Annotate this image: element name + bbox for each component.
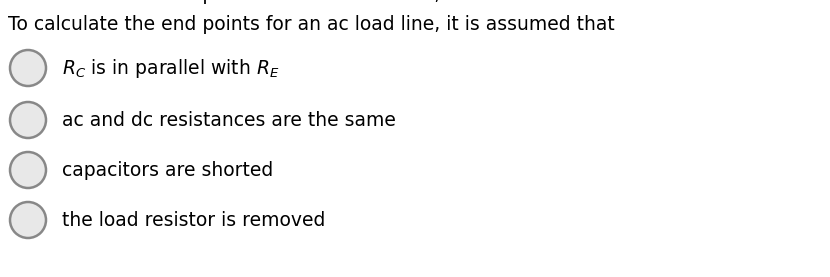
Ellipse shape: [10, 50, 46, 86]
Ellipse shape: [10, 152, 46, 188]
Text: To calculate the end points for an ac load line, it is assumed that: To calculate the end points for an ac lo…: [8, 15, 615, 34]
Text: To calculate the end points for an ac load line, it is assumed that: To calculate the end points for an ac lo…: [8, 0, 615, 4]
Ellipse shape: [10, 102, 46, 138]
Text: capacitors are shorted: capacitors are shorted: [62, 160, 273, 179]
Text: $\mathit{R}_\mathit{C}$ is in parallel with $\mathit{R}_\mathit{E}$: $\mathit{R}_\mathit{C}$ is in parallel w…: [62, 57, 280, 79]
Text: the load resistor is removed: the load resistor is removed: [62, 211, 325, 230]
Ellipse shape: [10, 202, 46, 238]
Text: ac and dc resistances are the same: ac and dc resistances are the same: [62, 111, 396, 130]
